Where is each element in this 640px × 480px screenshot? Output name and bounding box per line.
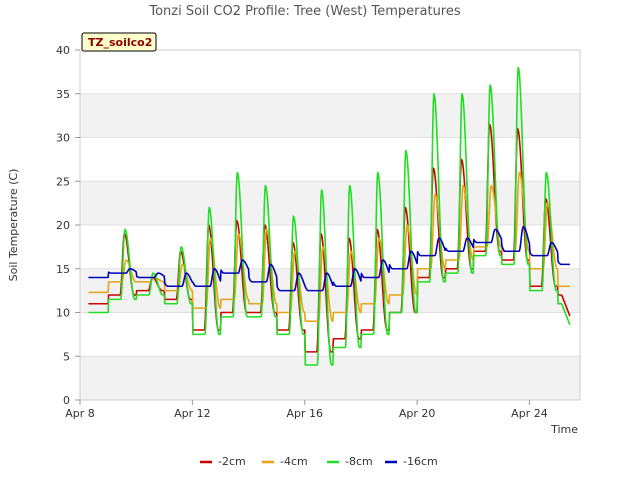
y-tick-label: 30 (56, 132, 70, 145)
series-line (88, 66, 571, 366)
legend-label: -2cm (218, 455, 246, 468)
badge-label: TZ_soilco2 (88, 36, 152, 49)
series-line (88, 171, 571, 323)
dataset-badge: TZ_soilco2 (81, 32, 157, 52)
badge-box (81, 32, 157, 52)
grid-band (80, 356, 580, 400)
y-axis-label: Soil Temperature (C) (7, 169, 20, 282)
legend-label: -16cm (403, 455, 438, 468)
y-tick-label: 25 (56, 175, 70, 188)
x-tick-label: Apr 12 (174, 407, 211, 420)
x-axis-label: Time (550, 423, 578, 436)
x-axis: Apr 8 Apr 12 Apr 16 Apr 20 Apr 24 (65, 400, 548, 420)
y-tick-label: 35 (56, 88, 70, 101)
x-tick-label: Apr 20 (399, 407, 436, 420)
y-axis: 0 5 10 15 20 25 30 35 40 (56, 44, 80, 407)
legend-label: -4cm (280, 455, 308, 468)
chart-title: Tonzi Soil CO2 Profile: Tree (West) Temp… (148, 4, 461, 19)
legend-item: -4cm (262, 455, 308, 468)
legend-item: -16cm (385, 455, 438, 468)
legend-label: -8cm (345, 455, 373, 468)
series-lines (88, 66, 571, 366)
grid-band (80, 93, 580, 138)
x-tick-label: Apr 24 (511, 407, 548, 420)
grid-band (80, 181, 580, 225)
legend-item: -2cm (200, 455, 246, 468)
y-tick-label: 40 (56, 44, 70, 57)
y-tick-label: 15 (56, 263, 70, 276)
y-tick-label: 5 (63, 350, 70, 363)
x-tick-label: Apr 16 (286, 407, 323, 420)
legend-item: -8cm (327, 455, 373, 468)
y-tick-label: 0 (63, 394, 70, 407)
y-tick-label: 20 (56, 219, 70, 232)
legend: -2cm -4cm -8cm -16cm (200, 455, 438, 468)
series-line (88, 225, 571, 292)
x-tick-label: Apr 8 (65, 407, 95, 420)
y-tick-label: 10 (56, 307, 70, 320)
